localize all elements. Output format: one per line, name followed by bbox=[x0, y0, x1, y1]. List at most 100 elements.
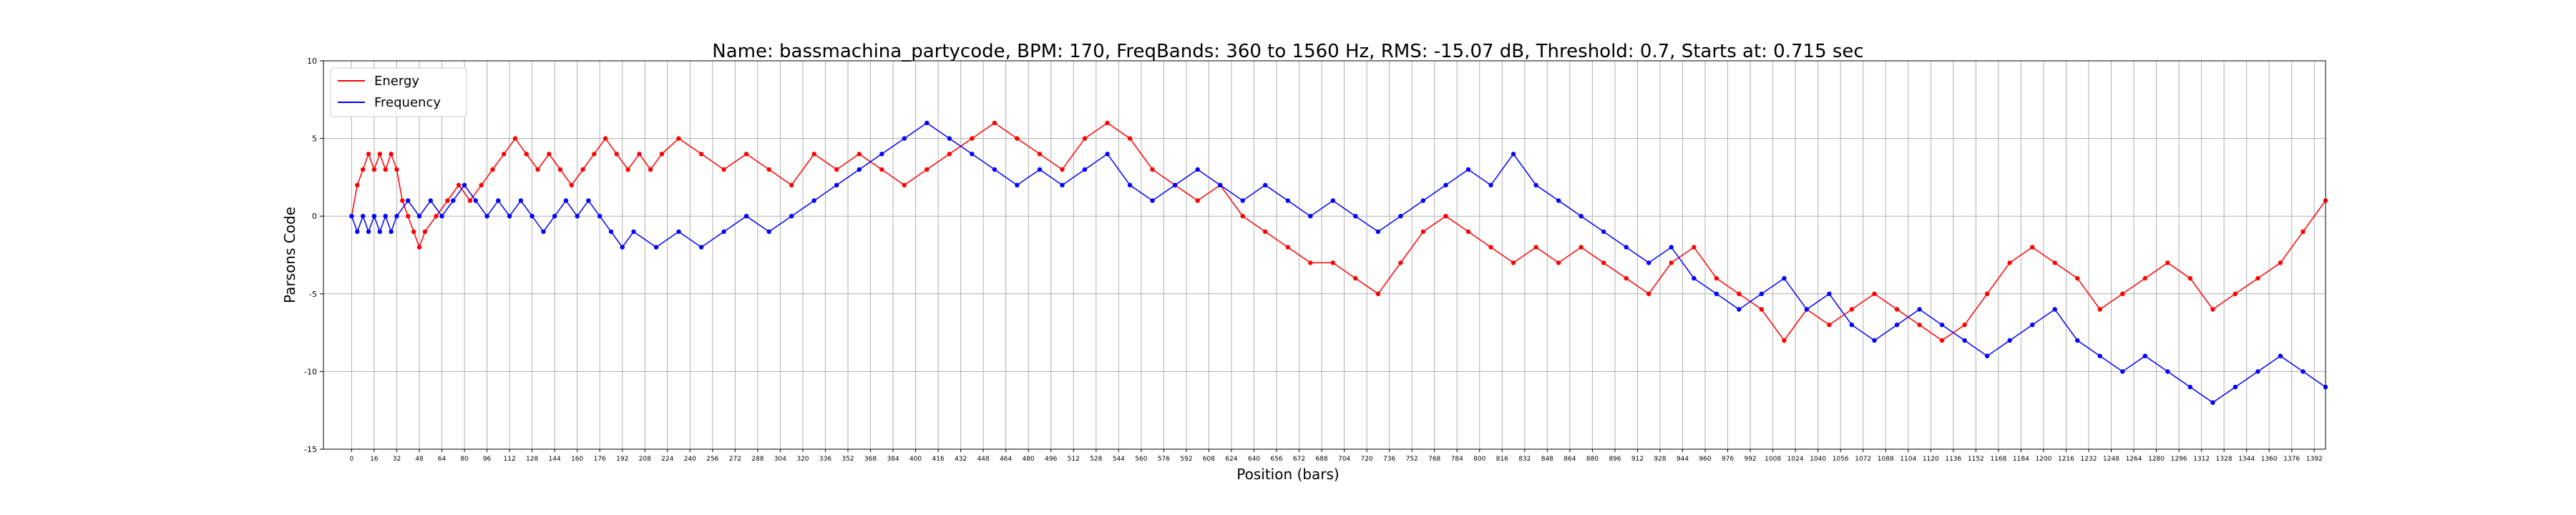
x-axis: 0 16 32 48 64 80 96 112 128 144 160 176 192 208 224 240… bbox=[350, 449, 2323, 463]
data-point-energy bbox=[2255, 275, 2260, 281]
x-tick-label: 512 bbox=[1068, 456, 1080, 463]
x-tick-label: 256 bbox=[706, 456, 718, 463]
data-point-frequency bbox=[462, 182, 467, 187]
data-point-energy bbox=[834, 167, 839, 172]
data-point-energy bbox=[1759, 307, 1764, 312]
data-point-energy bbox=[1420, 229, 1426, 235]
data-point-energy bbox=[2030, 245, 2035, 250]
data-point-energy bbox=[766, 167, 771, 172]
x-tick-label: 576 bbox=[1158, 456, 1170, 463]
data-point-frequency bbox=[1624, 245, 1629, 250]
data-point-frequency bbox=[563, 198, 569, 203]
data-point-energy bbox=[2187, 275, 2192, 281]
data-point-energy bbox=[1240, 214, 1245, 219]
data-point-frequency bbox=[2278, 353, 2283, 358]
data-point-energy bbox=[1556, 260, 1561, 265]
data-point-frequency bbox=[1060, 182, 1065, 187]
x-tick-label: 608 bbox=[1203, 456, 1215, 463]
data-point-frequency bbox=[371, 214, 377, 219]
data-point-energy bbox=[625, 167, 630, 172]
data-point-energy bbox=[637, 152, 642, 157]
data-point-frequency bbox=[1172, 182, 1178, 187]
data-point-frequency bbox=[2301, 369, 2306, 374]
data-point-energy bbox=[970, 136, 975, 141]
data-point-energy bbox=[389, 152, 394, 157]
data-point-energy bbox=[1127, 136, 1133, 141]
data-point-frequency bbox=[766, 229, 771, 235]
data-point-frequency bbox=[2075, 338, 2080, 343]
y-tick-label: 0 bbox=[312, 212, 317, 221]
data-point-frequency bbox=[1308, 214, 1313, 219]
data-point-energy bbox=[1465, 229, 1471, 235]
data-point-energy bbox=[355, 182, 360, 187]
data-point-energy bbox=[1579, 245, 1584, 250]
data-point-energy bbox=[416, 245, 422, 250]
data-point-frequency bbox=[473, 198, 478, 203]
data-point-energy bbox=[659, 152, 665, 157]
x-tick-label: 784 bbox=[1451, 456, 1463, 463]
data-point-energy bbox=[371, 167, 377, 172]
data-point-frequency bbox=[857, 167, 862, 172]
data-point-frequency bbox=[1398, 214, 1403, 219]
data-point-frequency bbox=[1759, 291, 1764, 296]
data-point-energy bbox=[400, 198, 405, 203]
x-tick-label: 1216 bbox=[2058, 456, 2074, 463]
x-tick-label: 384 bbox=[887, 456, 899, 463]
legend-label-energy: Energy bbox=[374, 74, 419, 89]
data-point-frequency bbox=[1330, 198, 1336, 203]
x-tick-label: 32 bbox=[393, 456, 401, 463]
chart-title: Name: bassmachina_partycode, BPM: 170, F… bbox=[712, 41, 1863, 62]
x-tick-label: 544 bbox=[1113, 456, 1125, 463]
data-point-energy bbox=[2120, 291, 2125, 296]
data-point-frequency bbox=[1263, 182, 1268, 187]
series-layer bbox=[349, 120, 2328, 405]
data-point-energy bbox=[947, 152, 952, 157]
x-tick-label: 1056 bbox=[1833, 456, 1849, 463]
data-point-energy bbox=[490, 167, 495, 172]
data-point-frequency bbox=[355, 229, 360, 235]
data-point-frequency bbox=[1082, 167, 1088, 172]
x-tick-label: 448 bbox=[977, 456, 990, 463]
data-point-frequency bbox=[1872, 338, 1877, 343]
x-tick-label: 128 bbox=[526, 456, 538, 463]
data-point-energy bbox=[411, 229, 416, 235]
data-point-frequency bbox=[631, 229, 636, 235]
data-point-energy bbox=[2052, 260, 2057, 265]
data-point-energy bbox=[1894, 307, 1900, 312]
x-tick-label: 1168 bbox=[1990, 456, 2006, 463]
data-point-frequency bbox=[2097, 353, 2102, 358]
data-point-frequency bbox=[416, 214, 422, 219]
data-point-energy bbox=[512, 136, 518, 141]
data-point-energy bbox=[2007, 260, 2012, 265]
data-point-frequency bbox=[377, 229, 382, 235]
data-point-energy bbox=[2142, 275, 2147, 281]
data-point-energy bbox=[1082, 136, 1088, 141]
data-point-energy bbox=[1827, 323, 1832, 328]
data-point-frequency bbox=[1849, 323, 1855, 328]
data-point-frequency bbox=[1127, 182, 1133, 187]
data-point-energy bbox=[1511, 260, 1516, 265]
x-tick-label: 144 bbox=[549, 456, 561, 463]
data-point-frequency bbox=[2030, 323, 2035, 328]
data-point-energy bbox=[2301, 229, 2306, 235]
data-point-energy bbox=[1782, 338, 1787, 343]
x-tick-label: 224 bbox=[661, 456, 673, 463]
data-point-frequency bbox=[789, 214, 794, 219]
x-tick-label: 160 bbox=[571, 456, 583, 463]
data-point-frequency bbox=[1984, 353, 1990, 358]
data-point-frequency bbox=[1804, 307, 1810, 312]
data-point-frequency bbox=[1443, 182, 1448, 187]
x-tick-label: 1088 bbox=[1878, 456, 1894, 463]
data-point-frequency bbox=[811, 198, 816, 203]
data-point-energy bbox=[479, 182, 484, 187]
data-point-frequency bbox=[428, 198, 433, 203]
data-point-frequency bbox=[406, 198, 411, 203]
x-tick-label: 1328 bbox=[2216, 456, 2233, 463]
x-tick-label: 960 bbox=[1699, 456, 1711, 463]
data-point-frequency bbox=[2187, 384, 2192, 390]
data-point-energy bbox=[1308, 260, 1313, 265]
x-tick-label: 480 bbox=[1023, 456, 1035, 463]
data-point-energy bbox=[602, 136, 608, 141]
data-point-frequency bbox=[1579, 214, 1584, 219]
data-point-energy bbox=[1533, 245, 1538, 250]
